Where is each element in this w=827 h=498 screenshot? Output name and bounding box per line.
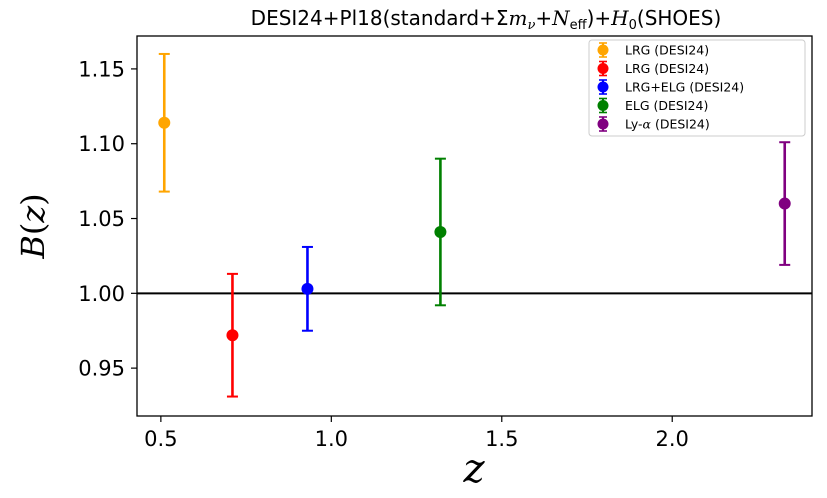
data-point-marker [434,225,447,238]
data-point-marker [778,197,791,210]
y-axis-label: B(z) [14,193,52,259]
data-point-marker [158,116,171,129]
legend-entry: Ly-α (DESI24) [597,116,710,132]
legend-marker [597,81,609,93]
legend: LRG (DESI24) LRG (DESI24) LRG+ELG (DESI24)… [588,39,806,137]
legend-box [588,39,806,137]
legend-marker [597,44,609,56]
y-tick-label: 0.95 [78,357,125,381]
legend-entry: LRG (DESI24) [597,60,709,77]
legend-label: ELG (DESI24) [625,98,708,113]
y-tick-label: 1.05 [78,207,125,231]
plot-frame [136,35,813,417]
legend-label: LRG (DESI24) [625,61,709,76]
x-tick-label: 2.0 [656,427,689,451]
data-point-group [301,245,314,332]
legend-marker [597,100,609,111]
legend-items: LRG (DESI24) LRG (DESI24) LRG+ELG (DESI24)… [597,42,744,132]
x-tick-label: 1.5 [485,427,518,451]
x-tick-label: 0.5 [144,427,177,451]
legend-entry: LRG (DESI24) [597,42,709,58]
ticks-layer: 0.5 1.0 1.5 2.0 0.95 1.00 1.05 1.10 1.15 [78,57,689,451]
x-tick-label: 1.0 [315,427,348,451]
data-point-marker [226,329,239,342]
legend-entry: LRG+ELG (DESI24) [597,79,744,95]
data-point-marker [301,282,314,295]
legend-label: LRG+ELG (DESI24) [625,80,744,95]
data-points-layer [158,52,791,398]
legend-marker [597,63,609,74]
data-point-group [158,52,171,193]
legend-entry: ELG (DESI24) [597,97,708,114]
y-tick-label: 1.10 [78,132,125,156]
data-point-group [778,141,791,266]
x-axis-label: z [462,446,485,492]
legend-marker [597,118,609,130]
data-point-group [434,157,447,307]
chart-title: DESI24+Pl18(standard+Σmν+Neff)+H0(SHOES) [251,6,722,33]
legend-label: Ly-α (DESI24) [625,117,710,132]
y-tick-label: 1.15 [78,57,125,81]
y-tick-label: 1.00 [78,282,125,306]
data-point-group [226,272,239,398]
legend-label: LRG (DESI24) [625,43,709,58]
